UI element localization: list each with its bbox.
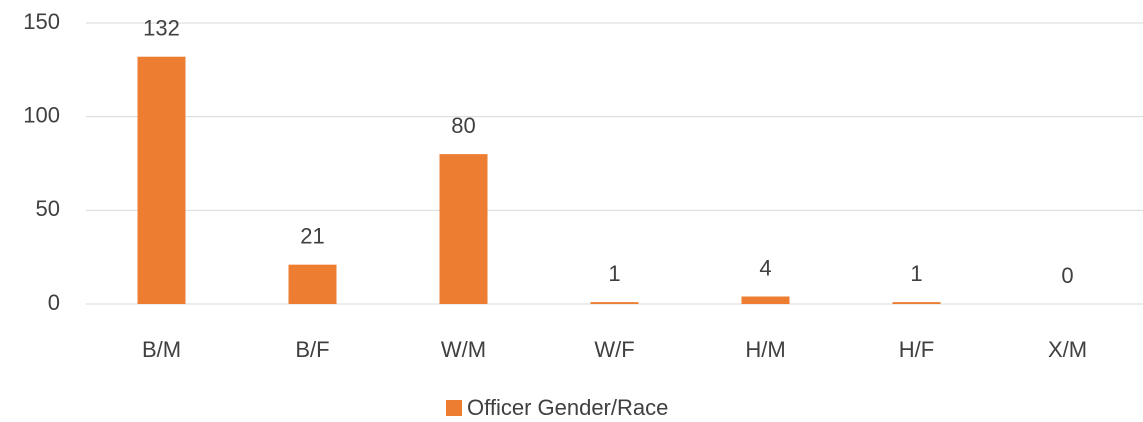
bar [137, 56, 186, 304]
bar [892, 302, 941, 304]
x-tick-label: W/F [594, 337, 634, 362]
legend-label: Officer Gender/Race [467, 395, 668, 420]
data-label: 132 [143, 16, 180, 41]
y-tick-label: 0 [48, 290, 60, 315]
x-tick-label: B/F [295, 337, 329, 362]
y-tick-label: 150 [23, 9, 60, 34]
x-tick-label: W/M [441, 337, 486, 362]
data-label: 21 [300, 223, 324, 248]
x-tick-label: B/M [142, 337, 181, 362]
y-tick-label: 50 [36, 196, 60, 221]
data-label: 0 [1061, 263, 1073, 288]
data-label: 80 [451, 113, 475, 138]
x-tick-label: H/F [899, 337, 934, 362]
bar [590, 302, 639, 304]
data-label: 1 [910, 261, 922, 286]
bar [741, 296, 790, 304]
bar [288, 264, 337, 304]
legend-swatch [446, 400, 462, 416]
x-tick-label: H/M [745, 337, 785, 362]
y-tick-label: 100 [23, 102, 60, 127]
data-label: 1 [608, 261, 620, 286]
bar [439, 154, 488, 304]
x-tick-label: X/M [1048, 337, 1087, 362]
data-label: 4 [759, 255, 771, 280]
